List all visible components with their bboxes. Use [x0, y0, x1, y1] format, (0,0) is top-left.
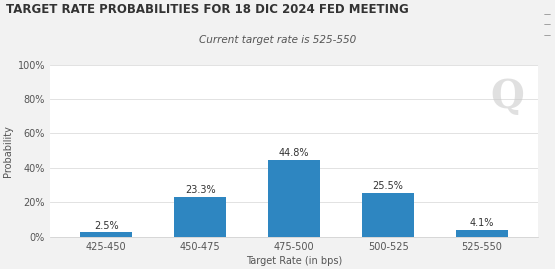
Bar — [456, 230, 508, 237]
Bar — [80, 232, 132, 237]
Text: 44.8%: 44.8% — [279, 148, 309, 158]
Text: Q: Q — [490, 78, 524, 116]
Text: TARGET RATE PROBABILITIES FOR 18 DIC 2024 FED MEETING: TARGET RATE PROBABILITIES FOR 18 DIC 202… — [6, 3, 408, 16]
Text: —: — — [544, 22, 551, 27]
Text: —: — — [544, 11, 551, 17]
Bar — [174, 197, 226, 237]
Text: 2.5%: 2.5% — [94, 221, 119, 231]
Text: 25.5%: 25.5% — [372, 182, 403, 192]
Bar — [362, 193, 414, 237]
Text: 4.1%: 4.1% — [470, 218, 494, 228]
Y-axis label: Probability: Probability — [3, 125, 13, 176]
Text: 23.3%: 23.3% — [185, 185, 215, 195]
Bar — [268, 160, 320, 237]
Text: Current target rate is 525-550: Current target rate is 525-550 — [199, 35, 356, 45]
Text: —: — — [544, 32, 551, 38]
X-axis label: Target Rate (in bps): Target Rate (in bps) — [246, 256, 342, 266]
